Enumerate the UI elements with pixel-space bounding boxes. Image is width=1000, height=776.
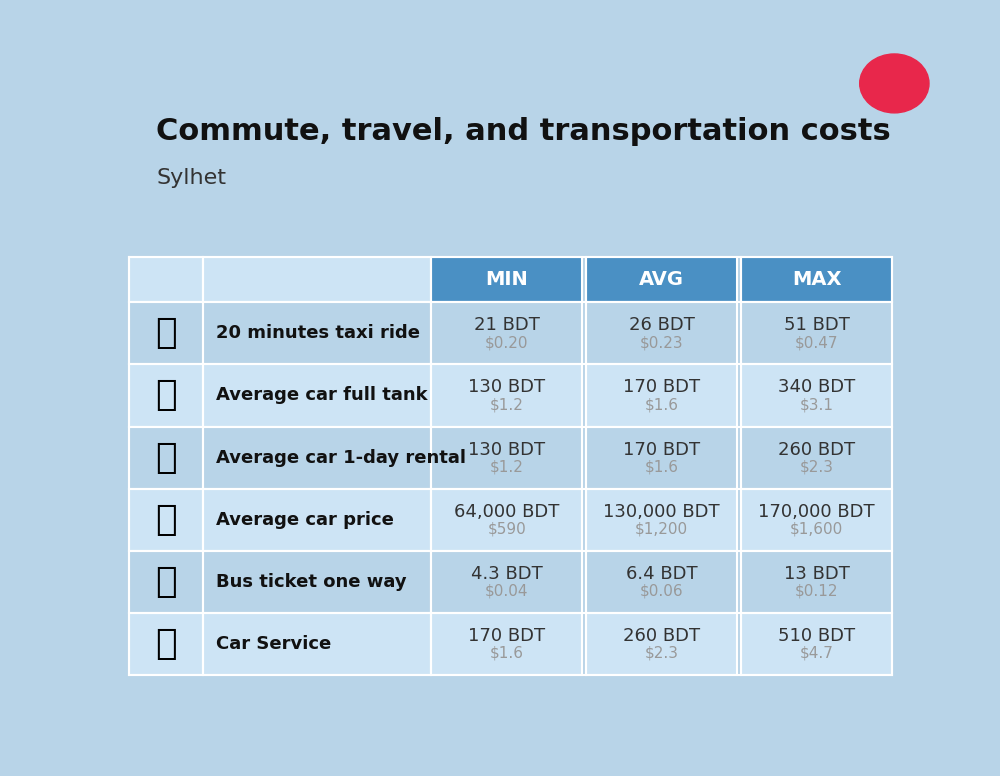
FancyBboxPatch shape: [129, 427, 202, 489]
FancyBboxPatch shape: [129, 303, 202, 365]
FancyBboxPatch shape: [586, 489, 737, 551]
Text: 170,000 BDT: 170,000 BDT: [758, 503, 875, 521]
FancyBboxPatch shape: [129, 613, 202, 675]
Text: $0.06: $0.06: [640, 584, 684, 599]
Text: 🚙: 🚙: [155, 441, 176, 475]
Text: 20 minutes taxi ride: 20 minutes taxi ride: [216, 324, 420, 342]
Text: Sylhet: Sylhet: [156, 168, 226, 188]
Text: Average car 1-day rental: Average car 1-day rental: [216, 449, 466, 466]
FancyBboxPatch shape: [129, 258, 202, 303]
Text: 260 BDT: 260 BDT: [623, 627, 700, 645]
FancyBboxPatch shape: [431, 365, 582, 427]
FancyBboxPatch shape: [129, 551, 202, 613]
FancyBboxPatch shape: [431, 303, 582, 365]
Text: 🚌: 🚌: [155, 565, 176, 599]
FancyBboxPatch shape: [129, 365, 202, 427]
Text: $3.1: $3.1: [800, 397, 834, 412]
FancyBboxPatch shape: [586, 427, 737, 489]
Text: 4.3 BDT: 4.3 BDT: [471, 565, 543, 583]
Text: $1,200: $1,200: [635, 521, 688, 536]
FancyBboxPatch shape: [431, 489, 582, 551]
FancyBboxPatch shape: [741, 489, 892, 551]
FancyBboxPatch shape: [202, 427, 431, 489]
Text: $1,600: $1,600: [790, 521, 843, 536]
FancyBboxPatch shape: [741, 365, 892, 427]
Text: $0.23: $0.23: [640, 335, 684, 350]
FancyBboxPatch shape: [202, 613, 431, 675]
Text: MIN: MIN: [485, 270, 528, 289]
FancyBboxPatch shape: [586, 551, 737, 613]
Text: 21 BDT: 21 BDT: [474, 317, 540, 334]
Text: Bus ticket one way: Bus ticket one way: [216, 573, 407, 591]
Text: $0.04: $0.04: [485, 584, 528, 599]
FancyBboxPatch shape: [202, 551, 431, 613]
Text: 130,000 BDT: 130,000 BDT: [603, 503, 720, 521]
Text: Average car full tank: Average car full tank: [216, 386, 428, 404]
FancyBboxPatch shape: [741, 303, 892, 365]
FancyBboxPatch shape: [586, 365, 737, 427]
FancyBboxPatch shape: [741, 258, 892, 303]
Text: 170 BDT: 170 BDT: [623, 441, 700, 459]
Circle shape: [860, 54, 929, 113]
Text: Commute, travel, and transportation costs: Commute, travel, and transportation cost…: [156, 117, 891, 146]
FancyBboxPatch shape: [741, 551, 892, 613]
FancyBboxPatch shape: [431, 551, 582, 613]
Text: 🔧: 🔧: [155, 627, 176, 661]
Text: $1.6: $1.6: [490, 646, 524, 661]
Text: $590: $590: [487, 521, 526, 536]
Text: 51 BDT: 51 BDT: [784, 317, 850, 334]
Text: 170 BDT: 170 BDT: [623, 379, 700, 397]
Text: 130 BDT: 130 BDT: [468, 379, 545, 397]
Text: $1.6: $1.6: [645, 397, 679, 412]
FancyBboxPatch shape: [741, 427, 892, 489]
Text: Average car price: Average car price: [216, 511, 394, 528]
FancyBboxPatch shape: [202, 258, 431, 303]
Text: 6.4 BDT: 6.4 BDT: [626, 565, 698, 583]
Text: $2.3: $2.3: [645, 646, 679, 661]
Text: 13 BDT: 13 BDT: [784, 565, 850, 583]
Text: $0.12: $0.12: [795, 584, 838, 599]
FancyBboxPatch shape: [586, 613, 737, 675]
Text: 26 BDT: 26 BDT: [629, 317, 695, 334]
FancyBboxPatch shape: [431, 613, 582, 675]
Text: 130 BDT: 130 BDT: [468, 441, 545, 459]
Text: 260 BDT: 260 BDT: [778, 441, 855, 459]
Text: 510 BDT: 510 BDT: [778, 627, 855, 645]
FancyBboxPatch shape: [129, 489, 202, 551]
FancyBboxPatch shape: [202, 365, 431, 427]
Text: $0.47: $0.47: [795, 335, 838, 350]
FancyBboxPatch shape: [431, 258, 582, 303]
Text: ⛽: ⛽: [155, 379, 176, 413]
FancyBboxPatch shape: [586, 258, 737, 303]
Text: $0.20: $0.20: [485, 335, 528, 350]
Text: $1.2: $1.2: [490, 397, 524, 412]
Text: $2.3: $2.3: [800, 459, 834, 474]
FancyBboxPatch shape: [431, 427, 582, 489]
Text: 170 BDT: 170 BDT: [468, 627, 545, 645]
Text: 🚖: 🚖: [155, 317, 176, 350]
Text: MAX: MAX: [792, 270, 841, 289]
Text: $4.7: $4.7: [800, 646, 834, 661]
Text: 340 BDT: 340 BDT: [778, 379, 855, 397]
FancyBboxPatch shape: [202, 489, 431, 551]
Text: $1.2: $1.2: [490, 459, 524, 474]
Text: $1.6: $1.6: [645, 459, 679, 474]
Text: 64,000 BDT: 64,000 BDT: [454, 503, 559, 521]
Text: AVG: AVG: [639, 270, 684, 289]
FancyBboxPatch shape: [586, 303, 737, 365]
FancyBboxPatch shape: [202, 303, 431, 365]
Text: 🚗: 🚗: [155, 503, 176, 537]
Text: Car Service: Car Service: [216, 635, 332, 653]
FancyBboxPatch shape: [741, 613, 892, 675]
